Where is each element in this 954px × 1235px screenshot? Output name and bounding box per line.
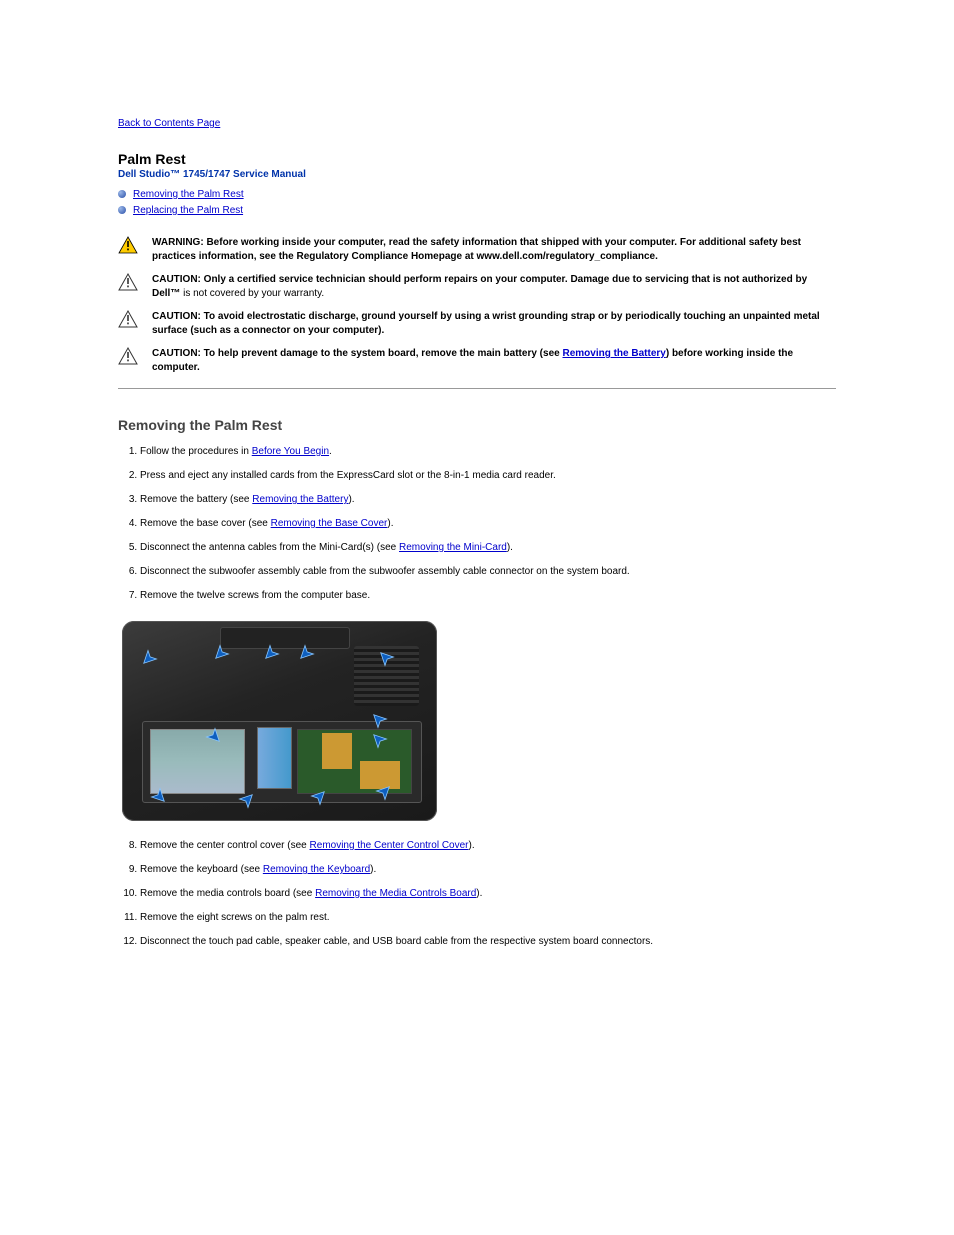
caution-label: CAUTION:	[152, 348, 201, 359]
step-link[interactable]: Removing the Battery	[252, 494, 348, 505]
warning-label: WARNING:	[152, 237, 204, 248]
caution-label: CAUTION:	[152, 311, 201, 322]
divider	[118, 388, 836, 389]
step-item: Disconnect the subwoofer assembly cable …	[140, 565, 836, 579]
toc-link-removing[interactable]: Removing the Palm Rest	[133, 189, 244, 200]
step-text-after: ).	[370, 864, 376, 875]
step-text-after: ).	[469, 840, 475, 851]
toc-link-replacing[interactable]: Replacing the Palm Rest	[133, 205, 243, 216]
step-item: Follow the procedures in Before You Begi…	[140, 445, 836, 459]
step-item: Remove the base cover (see Removing the …	[140, 517, 836, 531]
step-item: Disconnect the touch pad cable, speaker …	[140, 935, 836, 949]
warning-body: Before working inside your computer, rea…	[152, 237, 801, 262]
step-text: Remove the keyboard (see	[140, 864, 263, 875]
manual-subtitle: Dell Studio™ 1745/1747 Service Manual	[118, 169, 836, 180]
battery-bay-shape	[220, 627, 350, 649]
step-text: Remove the center control cover (see	[140, 840, 310, 851]
step-item: Remove the eight screws on the palm rest…	[140, 911, 836, 925]
hdd-shape	[150, 729, 245, 794]
step-link[interactable]: Removing the Media Controls Board	[315, 888, 476, 899]
steps-after-list: Remove the center control cover (see Rem…	[118, 839, 836, 949]
wlan-shape	[322, 733, 352, 769]
caution-label: CAUTION:	[152, 274, 201, 285]
laptop-base-figure	[122, 621, 437, 821]
step-text: Disconnect the antenna cables from the M…	[140, 542, 399, 553]
step-item: Remove the center control cover (see Rem…	[140, 839, 836, 853]
step-item: Remove the battery (see Removing the Bat…	[140, 493, 836, 507]
step-text-after: ).	[476, 888, 482, 899]
toc-list: Removing the Palm Rest Replacing the Pal…	[118, 188, 836, 218]
caution-icon	[118, 273, 138, 291]
back-to-contents-link[interactable]: Back to Contents Page	[118, 118, 220, 129]
step-text-after: ).	[348, 494, 354, 505]
step-text-after: ).	[387, 518, 393, 529]
ram-shape	[257, 727, 292, 789]
caution-body: To avoid electrostatic discharge, ground…	[152, 311, 820, 336]
step-item: Press and eject any installed cards from…	[140, 469, 836, 483]
warning-icon	[118, 236, 138, 254]
caution-icon	[118, 347, 138, 365]
caution-notice: CAUTION: Only a certified service techni…	[118, 273, 836, 300]
step-item: Remove the media controls board (see Rem…	[140, 887, 836, 901]
page-title: Palm Rest	[118, 151, 836, 167]
step-text: Follow the procedures in	[140, 446, 252, 457]
step-text-after: .	[329, 446, 332, 457]
step-link[interactable]: Removing the Center Control Cover	[310, 840, 469, 851]
step-link[interactable]: Removing the Mini-Card	[399, 542, 507, 553]
toc-item: Removing the Palm Rest	[118, 188, 836, 202]
toc-item: Replacing the Palm Rest	[118, 204, 836, 218]
step-text: Remove the battery (see	[140, 494, 252, 505]
step-link[interactable]: Before You Begin	[252, 446, 329, 457]
step-text: Remove the base cover (see	[140, 518, 271, 529]
caution-body-before: To help prevent damage to the system boa…	[204, 348, 563, 359]
warning-notice: WARNING: Before working inside your comp…	[118, 236, 836, 263]
step-link[interactable]: Removing the Keyboard	[263, 864, 370, 875]
caution-icon	[118, 310, 138, 328]
caution-notice: CAUTION: To help prevent damage to the s…	[118, 347, 836, 374]
step-item: Disconnect the antenna cables from the M…	[140, 541, 836, 555]
steps-before-list: Follow the procedures in Before You Begi…	[118, 445, 836, 603]
removing-battery-link[interactable]: Removing the Battery	[562, 348, 665, 359]
step-item: Remove the twelve screws from the comput…	[140, 589, 836, 603]
step-link[interactable]: Removing the Base Cover	[271, 518, 388, 529]
step-item: Remove the keyboard (see Removing the Ke…	[140, 863, 836, 877]
removing-heading: Removing the Palm Rest	[118, 417, 836, 433]
caution-notice: CAUTION: To avoid electrostatic discharg…	[118, 310, 836, 337]
step-text: Remove the media controls board (see	[140, 888, 315, 899]
caution-body-plain-after: is not covered by your warranty.	[183, 288, 324, 299]
step-text-after: ).	[507, 542, 513, 553]
